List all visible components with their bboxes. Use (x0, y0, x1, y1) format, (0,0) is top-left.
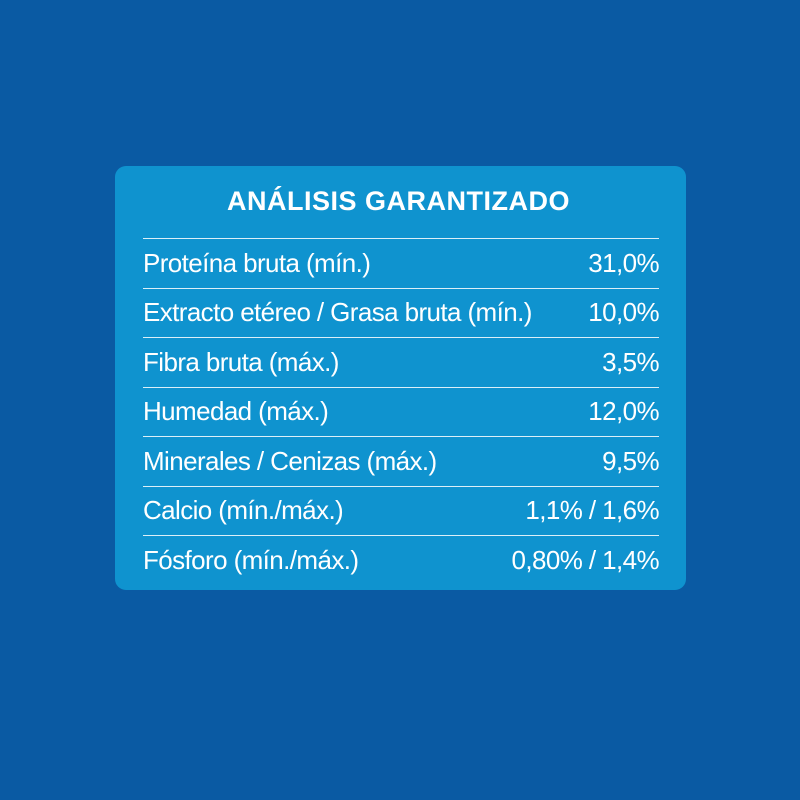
row-label: Fósforo (mín./máx.) (143, 544, 359, 575)
table-row: Humedad (máx.) 12,0% (143, 388, 660, 437)
table-row: Fósforo (mín./máx.) 0,80% / 1,4% (143, 536, 660, 585)
analysis-table: Proteína bruta (mín.) 31,0% Extracto eté… (143, 238, 660, 585)
table-row: Extracto etéreo / Grasa bruta (mín.) 10,… (143, 289, 660, 338)
table-row: Fibra bruta (máx.) 3,5% (143, 338, 660, 388)
row-label: Minerales / Cenizas (máx.) (143, 445, 437, 476)
row-label: Extracto etéreo / Grasa bruta (mín.) (143, 297, 532, 328)
row-value: 12,0% (588, 396, 659, 427)
guaranteed-analysis-panel: ANÁLISIS GARANTIZADO Proteína bruta (mín… (115, 166, 686, 590)
row-value: 1,1% / 1,6% (525, 495, 659, 526)
row-label: Humedad (máx.) (143, 396, 329, 427)
row-label: Proteína bruta (mín.) (143, 247, 371, 278)
row-value: 3,5% (602, 346, 659, 377)
table-row: Minerales / Cenizas (máx.) 9,5% (143, 437, 660, 487)
row-value: 9,5% (602, 445, 659, 476)
row-value: 10,0% (588, 297, 659, 328)
table-row: Calcio (mín./máx.) 1,1% / 1,6% (143, 487, 660, 536)
row-value: 0,80% / 1,4% (511, 544, 660, 575)
table-row: Proteína bruta (mín.) 31,0% (143, 239, 660, 289)
panel-title: ANÁLISIS GARANTIZADO (227, 186, 570, 216)
row-value: 31,0% (588, 247, 659, 278)
row-label: Calcio (mín./máx.) (143, 495, 344, 526)
row-label: Fibra bruta (máx.) (143, 346, 339, 377)
